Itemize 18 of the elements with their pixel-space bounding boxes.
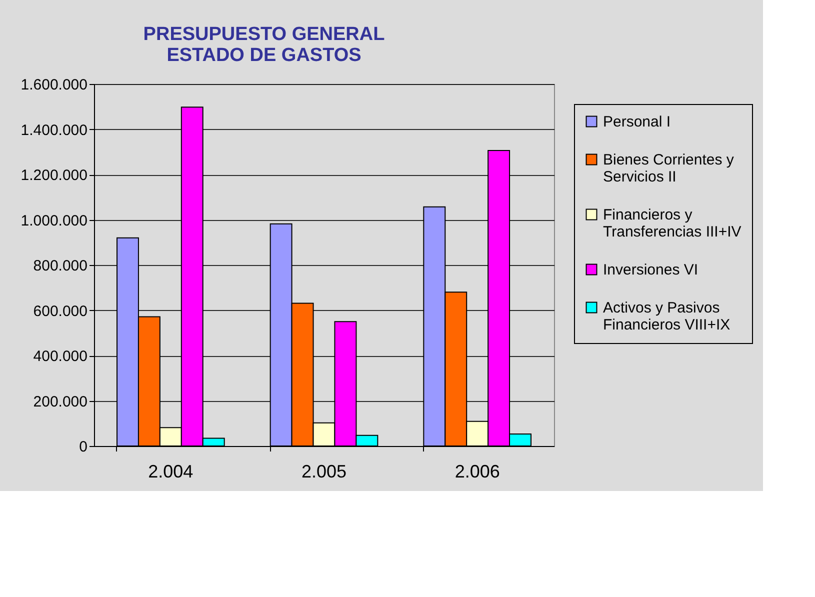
- legend-label: Personal I: [603, 114, 671, 130]
- y-tick-label: 0: [79, 438, 88, 456]
- legend-label: Bienes Corrientes y Servicios II: [603, 152, 734, 186]
- x-tick-label: 2.006: [454, 462, 500, 482]
- y-tick-label: 1.000.000: [20, 212, 88, 230]
- y-tick-label: 400.000: [33, 348, 88, 365]
- x-tick-label: 2.005: [301, 462, 347, 482]
- legend-label: Financieros y Transferencias III+IV: [603, 206, 742, 240]
- y-tick-label: 800.000: [33, 258, 88, 274]
- y-tick-label: 200.000: [33, 393, 88, 410]
- y-tick-label: 1.200.000: [20, 167, 88, 184]
- y-tick-label: 1.400.000: [20, 122, 88, 139]
- y-tick-label: 1.600.000: [20, 76, 88, 94]
- legend-label: Activos y Pasivos Financieros VIII+IX: [603, 300, 730, 334]
- x-tick-label: 2.004: [148, 462, 194, 482]
- legend-label: Inversiones VI: [603, 262, 698, 278]
- y-tick-label: 600.000: [33, 302, 88, 320]
- chart-title: PRESUPUESTO GENERAL ESTADO DE GASTOS: [143, 24, 386, 66]
